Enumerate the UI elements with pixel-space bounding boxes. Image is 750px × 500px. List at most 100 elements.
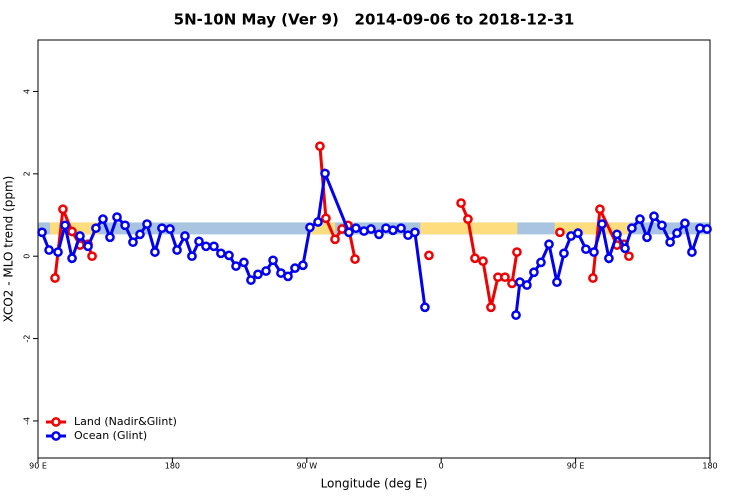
legend-marker (51, 431, 61, 441)
series-line (40, 167, 427, 308)
data-point (559, 248, 569, 259)
data-point (135, 229, 145, 240)
data-point (83, 241, 93, 252)
x-tick-label: 0 (439, 462, 444, 471)
data-point (672, 228, 682, 238)
data-point (216, 248, 226, 259)
data-point (60, 220, 70, 231)
data-point (388, 225, 398, 236)
data-point (330, 234, 340, 245)
data-point (187, 251, 197, 262)
data-point (172, 245, 182, 255)
data-point (624, 251, 634, 262)
data-point (320, 168, 330, 179)
data-point (529, 267, 539, 278)
data-point (165, 224, 175, 234)
legend-marker (51, 417, 61, 427)
data-point (507, 278, 517, 289)
data-point (246, 275, 256, 285)
legend-label: Land (Nadir&Glint) (74, 415, 177, 428)
data-point (350, 254, 360, 264)
data-point (612, 229, 622, 240)
x-tick-label: 90 E (567, 462, 585, 471)
data-point (702, 224, 712, 234)
data-point (201, 241, 211, 252)
data-point (344, 227, 354, 238)
data-point (290, 263, 300, 273)
data-point (588, 273, 598, 283)
data-point (194, 236, 204, 247)
data-point (635, 214, 645, 224)
x-axis-label: Longitude (deg E) (321, 477, 428, 491)
data-point (209, 241, 219, 252)
data-point (589, 247, 599, 257)
data-point (105, 232, 115, 243)
data-point (142, 219, 152, 229)
x-tick-label: 90 E (29, 462, 47, 471)
data-point (642, 232, 652, 243)
data-point (321, 213, 331, 224)
data-point (552, 277, 562, 288)
data-point (595, 204, 605, 215)
data-point (424, 250, 434, 261)
y-tick-label: -4 (23, 417, 32, 425)
data-point (374, 229, 384, 240)
data-point (58, 204, 68, 215)
x-tick-label: 90 W (296, 462, 317, 471)
land-band (309, 222, 336, 235)
y-axis-label: XCO2 - MLO trend (ppm) (2, 176, 16, 323)
data-point (305, 222, 315, 233)
data-point (37, 227, 47, 238)
data-point (239, 257, 249, 268)
data-point (620, 243, 630, 254)
data-point (649, 211, 659, 222)
legend-label: Ocean (Glint) (74, 429, 147, 442)
data-point (253, 269, 263, 280)
data-point (604, 253, 614, 264)
data-point (555, 227, 565, 238)
data-point (396, 223, 406, 234)
data-point (687, 247, 697, 257)
data-point (180, 231, 190, 241)
data-point (87, 251, 97, 262)
data-point (75, 231, 85, 241)
plot-frame (37, 39, 711, 459)
data-point (268, 255, 278, 266)
data-point (283, 271, 293, 282)
data-point (112, 212, 122, 222)
data-point (657, 220, 667, 231)
data-point (157, 223, 167, 234)
data-point (456, 198, 466, 208)
data-point (298, 260, 308, 271)
y-tick-label: 2 (23, 171, 32, 176)
x-tick-label: 180 (702, 462, 717, 471)
land-band (554, 222, 630, 235)
data-point (67, 226, 77, 237)
data-point (128, 237, 138, 248)
data-point (500, 272, 510, 283)
data-point (680, 218, 690, 229)
data-point (67, 253, 77, 264)
data-point (91, 223, 101, 234)
data-point (573, 228, 583, 238)
x-tick-label: 180 (165, 462, 180, 471)
data-point (351, 223, 361, 234)
data-point (366, 224, 376, 234)
data-point (50, 273, 60, 283)
y-tick-label: 4 (23, 89, 32, 94)
data-point (478, 256, 488, 266)
data-point (231, 261, 241, 271)
data-point (410, 227, 420, 238)
data-point (597, 219, 607, 229)
data-point (224, 250, 234, 261)
data-point (512, 247, 522, 257)
data-point (627, 223, 637, 234)
data-point (150, 247, 160, 257)
data-point (261, 266, 271, 276)
data-point (544, 239, 554, 250)
data-point (120, 220, 130, 231)
data-point (44, 245, 54, 255)
data-point (463, 214, 473, 224)
data-point (315, 141, 325, 152)
